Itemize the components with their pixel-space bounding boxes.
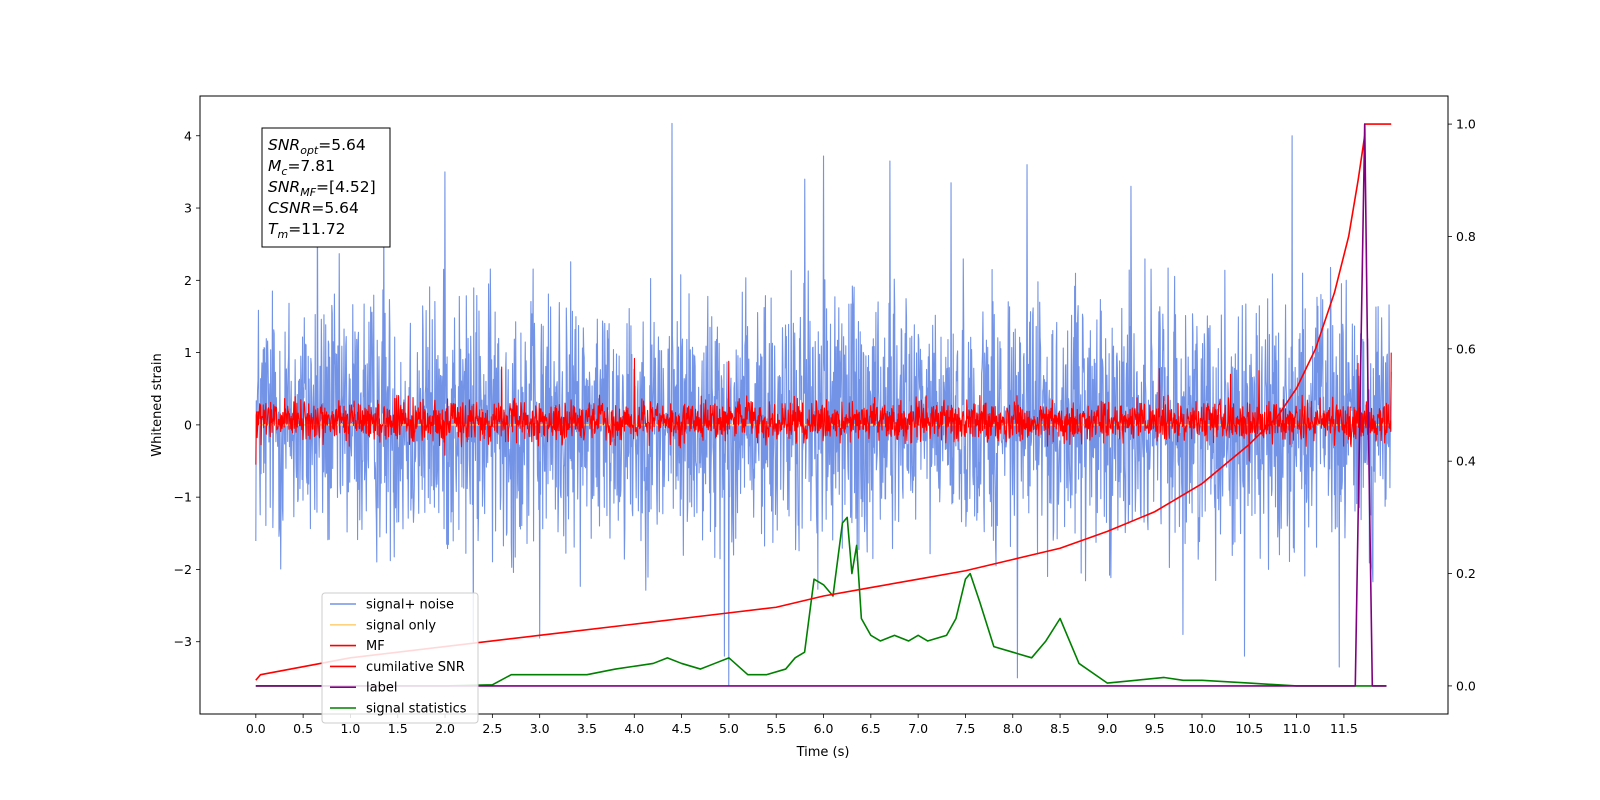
plot-area [199,95,1449,715]
y-tick-label: −3 [174,634,192,649]
y-axis-right: 0.0 0.2 0.4 0.6 0.8 1.0 [1448,117,1476,693]
legend-label: MF [366,639,385,654]
y-tick-label: 3 [184,201,192,216]
legend-item-signal-only: signal only [330,618,436,633]
info-snr-mf: SNRMF=[4.52] [268,178,376,199]
legend-frame [321,592,479,724]
y-tick-label: 0 [184,417,192,432]
legend-label: signal+ noise [366,598,454,613]
x-tick-label: 7.0 [908,721,928,736]
x-tick-label: 4.5 [672,721,692,736]
info-box-frame [261,127,391,248]
x-tick-label: 0.5 [293,721,313,736]
x-axis: 0.0 0.5 1.0 1.5 2.0 2.5 3.0 3.5 4.0 4.5 5.0 5.5 6.0 6… [246,714,1358,736]
legend-label: signal statistics [366,702,467,717]
info-snr-opt: SNRopt=5.64 [268,136,366,157]
x-tick-label: 2.0 [435,721,455,736]
legend-item-label: label [330,681,397,696]
series-line-label [255,123,1387,687]
x-tick-label: 5.5 [766,721,786,736]
info-csnr: CSNR=5.64 [268,199,359,217]
x-tick-label: 1.5 [388,721,408,736]
series-line-mf [255,352,1392,465]
series-layer [255,122,1392,687]
y-tick-label: −2 [174,562,192,577]
info-tm: Tm=11.72 [268,220,346,241]
legend-item-cumilative-snr: cumilative SNR [330,660,465,675]
legend: signal+ noise signal only MF cumilative SNR… [321,592,479,724]
x-tick-label: 9.5 [1145,721,1165,736]
x-tick-label: 8.0 [1003,721,1023,736]
x-tick-label: 5.0 [719,721,739,736]
y-tick-label: −1 [174,490,192,505]
x-tick-label: 4.0 [624,721,644,736]
y-axis-left: −3 −2 −1 0 1 2 3 4 [174,128,200,649]
y2-tick-label: 0.8 [1456,229,1476,244]
y2-tick-label: 0.0 [1456,678,1476,693]
x-tick-label: 10.0 [1188,721,1216,736]
y2-tick-label: 0.2 [1456,566,1476,581]
x-tick-label: 0.0 [246,721,266,736]
x-tick-label: 6.0 [814,721,834,736]
y2-tick-label: 0.6 [1456,341,1476,356]
x-axis-label: Time (s) [796,745,850,760]
x-tick-label: 3.5 [577,721,597,736]
legend-label: label [366,681,397,696]
legend-item-signal-statistics: signal statistics [330,702,467,717]
x-tick-label: 2.5 [482,721,502,736]
y-tick-label: 2 [184,273,192,288]
y2-tick-label: 1.0 [1456,117,1476,132]
x-tick-label: 11.0 [1283,721,1311,736]
x-tick-label: 6.5 [861,721,881,736]
legend-entries: signal+ noise signal only MF cumilative SNR… [330,598,467,717]
y-tick-label: 4 [184,128,192,143]
y-tick-label: 1 [184,345,192,360]
legend-item-signal-noise: signal+ noise [330,598,454,613]
y-axis-label: Whitened strain [150,353,165,456]
legend-item-mf: MF [330,639,385,654]
x-tick-label: 11.5 [1330,721,1358,736]
x-tick-label: 10.5 [1235,721,1263,736]
info-box: SNRopt=5.64 Mc=7.81 SNRMF=[4.52] CSNR=5.… [261,127,391,248]
y2-tick-label: 0.4 [1456,454,1476,469]
legend-label: signal only [366,618,436,633]
series-line-cumilative-snr [255,123,1392,681]
x-tick-label: 3.0 [530,721,550,736]
series-line-signal-statistics [255,516,1387,687]
x-tick-label: 1.0 [340,721,360,736]
axes-frame [199,95,1449,715]
x-tick-label: 9.0 [1097,721,1117,736]
x-tick-label: 7.5 [956,721,976,736]
x-tick-label: 8.5 [1050,721,1070,736]
info-mc: Mc=7.81 [268,157,335,178]
legend-label: cumilative SNR [366,660,465,675]
